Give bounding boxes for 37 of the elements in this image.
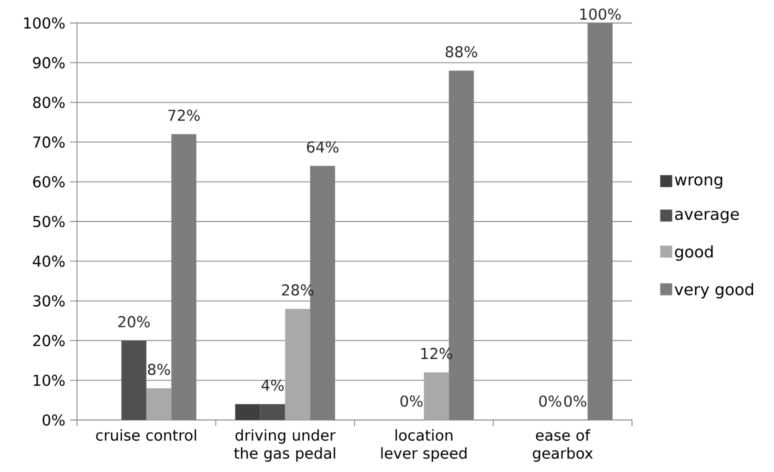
y-tick-label: 10% (34, 374, 65, 386)
y-tick-label: 80% (33, 96, 65, 108)
data-label: 0% (539, 395, 562, 407)
x-tick-label: ease of gearbox (532, 429, 593, 462)
y-tick-label: 0% (42, 414, 65, 426)
data-label: 0% (400, 395, 422, 407)
data-label: 72% (168, 110, 200, 121)
x-tick-label: driving under the gas pedal (234, 429, 336, 462)
y-tick-label: 70% (33, 136, 65, 148)
data-label: 4% (261, 380, 284, 391)
x-tick-label: cruise control (96, 429, 196, 441)
legend-label: very good (674, 282, 754, 298)
data-label: 0% (564, 395, 586, 407)
data-label: 88% (446, 46, 478, 58)
legend-label: wrong (674, 176, 722, 189)
bar (285, 308, 310, 420)
y-tick-label: 50% (33, 216, 65, 228)
data-label: 8% (148, 364, 170, 376)
bar (171, 134, 196, 420)
y-tick-label: 40% (32, 256, 65, 267)
y-tick-label: 90% (33, 57, 65, 68)
data-label: 64% (306, 141, 338, 153)
bar (235, 404, 260, 420)
legend-label: good (675, 245, 713, 261)
x-tick-label: location lever speed (381, 429, 466, 462)
bar (588, 23, 613, 420)
data-label: 100% (580, 8, 621, 20)
bar (424, 372, 449, 420)
bar (146, 388, 172, 420)
y-tick-label: 30% (33, 295, 65, 307)
bar (260, 404, 286, 420)
y-tick-label: 100% (24, 17, 65, 29)
y-tick-label: 20% (33, 334, 65, 346)
bar (121, 340, 146, 420)
y-tick-label: 60% (33, 176, 65, 188)
legend-label: average (675, 210, 739, 224)
data-label: 20% (118, 316, 150, 328)
